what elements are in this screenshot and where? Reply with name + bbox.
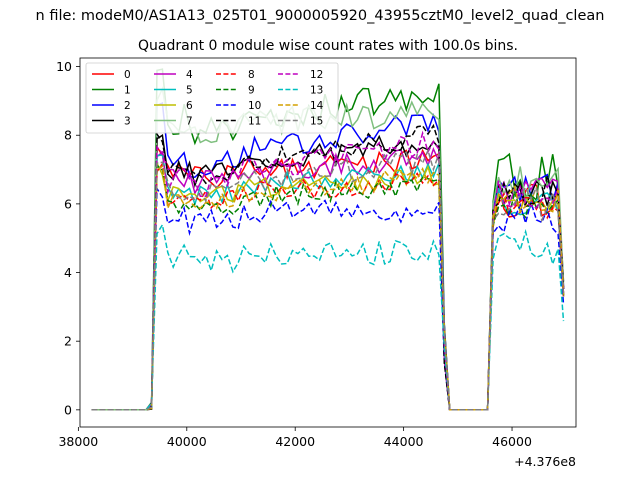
y-tick-label-8: 8 xyxy=(64,128,72,143)
legend-label-4: 4 xyxy=(186,69,193,81)
legend-label-10: 10 xyxy=(248,100,261,112)
legend-label-8: 8 xyxy=(248,69,255,81)
x-offset-label: +4.376e8 xyxy=(514,454,576,469)
legend-label-14: 14 xyxy=(310,100,324,112)
legend-label-2: 2 xyxy=(124,100,131,112)
axes-frame xyxy=(79,57,577,428)
legend-label-12: 12 xyxy=(310,69,323,81)
y-tick-label-4: 4 xyxy=(64,265,72,280)
legend-label-11: 11 xyxy=(248,116,261,128)
x-tick-label-38000: 38000 xyxy=(58,434,98,449)
legend-label-15: 15 xyxy=(310,116,323,128)
legend-label-0: 0 xyxy=(124,69,131,81)
y-tick-label-6: 6 xyxy=(64,196,72,211)
x-tick-label-40000: 40000 xyxy=(167,434,207,449)
x-tick-label-46000: 46000 xyxy=(492,434,532,449)
figure-suptitle: n file: modeM0/AS1A13_025T01_9000005920_… xyxy=(36,8,605,24)
chart-title: Quadrant 0 module wise count rates with … xyxy=(138,38,518,54)
legend-label-1: 1 xyxy=(124,85,131,97)
x-tick-label-42000: 42000 xyxy=(275,434,315,449)
x-tick-label-44000: 44000 xyxy=(384,434,424,449)
series-line-15 xyxy=(91,148,565,411)
y-tick-label-2: 2 xyxy=(64,334,72,349)
legend-label-5: 5 xyxy=(186,85,193,97)
legend-label-13: 13 xyxy=(310,85,323,97)
legend-box xyxy=(85,62,339,134)
legend-label-9: 9 xyxy=(248,85,255,97)
legend-label-6: 6 xyxy=(186,100,193,112)
plot-area: 38000 40000 42000 44000 46000024681001234567… xyxy=(56,57,577,449)
y-tick-label-0: 0 xyxy=(64,402,72,417)
y-tick-label-10: 10 xyxy=(56,59,72,74)
legend-label-7: 7 xyxy=(186,116,193,128)
legend-label-3: 3 xyxy=(124,116,131,128)
